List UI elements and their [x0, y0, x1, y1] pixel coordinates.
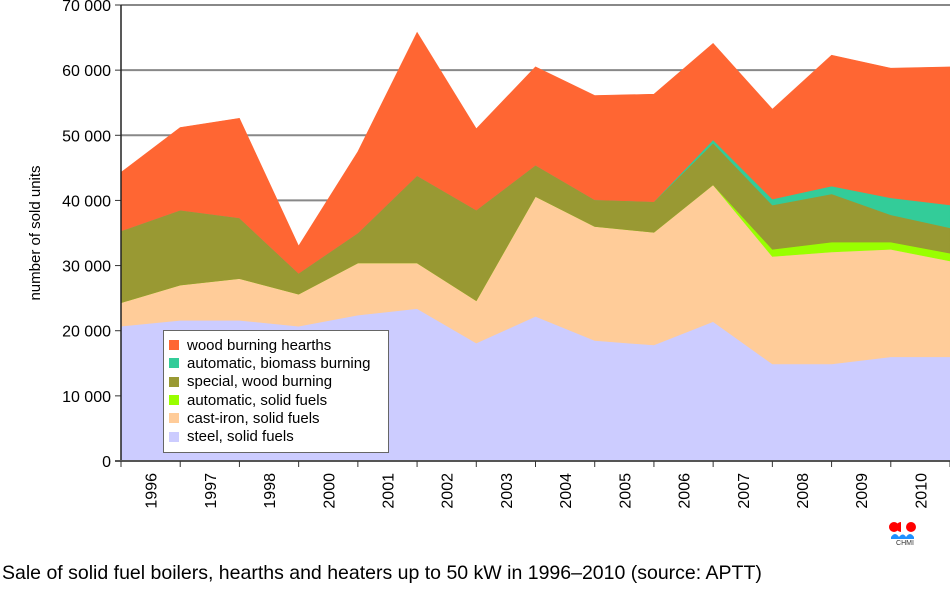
- legend-label: cast-iron, solid fuels: [187, 409, 320, 427]
- x-tick-label: 2003: [499, 473, 516, 509]
- y-tick-label: 50 000: [62, 128, 111, 145]
- chmi-logo-icon: [889, 522, 916, 539]
- x-tick-labels: 1996 1997 1998 2000 2001 2002 2003 2004 2005 2006…: [144, 473, 931, 509]
- y-tick-label: 40 000: [62, 193, 111, 210]
- y-tick-label: 60 000: [62, 63, 111, 80]
- chmi-logo: CHMI: [888, 521, 922, 551]
- legend-item: wood burning hearths: [169, 336, 388, 354]
- area-wood-burning-hearths: [120, 31, 950, 274]
- y-tick-label: 20 000: [62, 324, 111, 341]
- x-tick-label: 2009: [854, 473, 871, 509]
- y-tick-label: 0: [102, 454, 111, 471]
- x-tick-label: 2006: [677, 473, 694, 509]
- x-tick-label: 2000: [321, 473, 338, 509]
- legend-label: special, wood burning: [187, 373, 333, 391]
- legend-item: automatic, solid fuels: [169, 391, 388, 409]
- legend-swatch: [169, 376, 179, 387]
- x-tick-label: 2002: [440, 473, 457, 509]
- x-tick-label: 2005: [617, 473, 634, 509]
- legend-label: wood burning hearths: [187, 336, 332, 354]
- legend-swatch: [169, 431, 179, 442]
- y-tick-labels: 0 10 000 20 000 30 000 40 000 50 000 60 000 70 …: [62, 0, 111, 471]
- axes: [115, 4, 950, 467]
- x-tick-label: 2007: [736, 473, 753, 509]
- figure-caption: Sale of solid fuel boilers, hearths and …: [2, 562, 762, 584]
- legend-item: cast-iron, solid fuels: [169, 409, 388, 427]
- logo-text: CHMI: [896, 540, 914, 547]
- x-tick-label: 2008: [795, 473, 812, 509]
- y-tick-label: 70 000: [62, 0, 111, 15]
- area-series: [120, 31, 950, 462]
- legend-item: steel, solid fuels: [169, 427, 388, 445]
- x-tick-label: 1996: [144, 473, 161, 509]
- x-tick-label: 1997: [203, 473, 220, 509]
- legend-swatch: [169, 358, 179, 369]
- legend-swatch: [169, 413, 179, 424]
- x-tick-label: 1998: [262, 473, 279, 509]
- stacked-area-chart: 0 10 000 20 000 30 000 40 000 50 000 60 000 70 …: [27, 0, 950, 509]
- legend-item: special, wood burning: [169, 373, 388, 391]
- legend-label: automatic, biomass burning: [187, 354, 371, 372]
- y-tick-label: 30 000: [62, 259, 111, 276]
- x-tick-label: 2001: [380, 473, 397, 509]
- legend: wood burning hearths automatic, biomass b…: [163, 330, 389, 453]
- legend-label: steel, solid fuels: [187, 428, 294, 446]
- x-tick-label: 2010: [913, 473, 930, 509]
- y-axis-label: number of sold units: [27, 165, 44, 300]
- x-tick-label: 2004: [558, 473, 575, 509]
- y-tick-label: 10 000: [62, 389, 111, 406]
- legend-label: automatic, solid fuels: [187, 391, 328, 409]
- legend-swatch: [169, 340, 179, 351]
- legend-item: automatic, biomass burning: [169, 354, 388, 372]
- legend-swatch: [169, 395, 179, 406]
